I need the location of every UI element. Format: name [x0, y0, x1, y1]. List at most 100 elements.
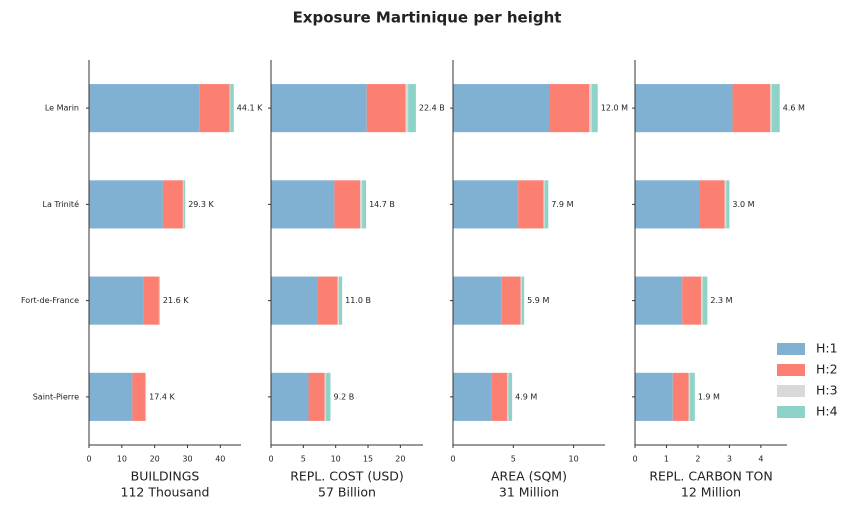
- bar-segment: [453, 276, 502, 325]
- value-label: 4.9 M: [515, 392, 537, 401]
- value-label: 12.0 M: [601, 104, 628, 113]
- legend-label: H:4: [816, 404, 838, 419]
- bar-segment: [360, 180, 363, 229]
- x-tick-label: 4: [758, 455, 763, 464]
- bar-segment: [702, 276, 708, 325]
- bar-segment: [688, 372, 691, 421]
- x-tick-label: 10: [331, 455, 341, 464]
- x-axis-label: REPL. COST (USD): [290, 469, 404, 484]
- x-tick-label: 15: [363, 455, 373, 464]
- bar-segment: [635, 84, 733, 133]
- legend-label: H:1: [816, 341, 838, 356]
- value-label: 1.9 M: [698, 392, 720, 401]
- bar-segment: [308, 372, 325, 421]
- bar-segment: [199, 84, 230, 133]
- bar-segment: [143, 276, 159, 325]
- value-label: 11.0 B: [345, 296, 371, 305]
- bar-segment: [453, 180, 519, 229]
- bar-segment: [544, 180, 549, 229]
- legend-label: H:3: [816, 383, 838, 398]
- x-tick-label: 0: [268, 455, 273, 464]
- bar-segment: [182, 180, 184, 229]
- bar-segment: [635, 180, 700, 229]
- bar-segment: [325, 372, 331, 421]
- bar-segment: [89, 276, 144, 325]
- x-tick-label: 0: [450, 455, 455, 464]
- x-axis-total: 31 Million: [499, 485, 559, 500]
- bar-segment: [732, 84, 771, 133]
- bar-segment: [229, 84, 231, 133]
- bar-segment: [520, 276, 522, 325]
- x-tick-label: 5: [511, 455, 516, 464]
- bar-segment: [162, 180, 183, 229]
- figure-title: Exposure Martinique per height: [293, 9, 562, 27]
- value-label: 7.9 M: [551, 200, 573, 209]
- bar-segment: [89, 180, 163, 229]
- bar-segment: [183, 180, 186, 229]
- bar-segment: [521, 276, 525, 325]
- bar-segment: [501, 276, 521, 325]
- bar-segment: [672, 372, 689, 421]
- bar-segment: [591, 84, 598, 133]
- bar-segment: [334, 180, 361, 229]
- value-label: 9.2 B: [334, 392, 355, 401]
- value-label: 2.3 M: [710, 296, 732, 305]
- x-tick-label: 20: [150, 455, 160, 464]
- legend-swatch: [777, 343, 805, 355]
- x-tick-label: 5: [301, 455, 306, 464]
- bar-segment: [408, 84, 416, 133]
- x-axis-total: 57 Billion: [318, 485, 376, 500]
- x-tick-label: 30: [182, 455, 192, 464]
- value-label: 29.3 K: [188, 200, 214, 209]
- category-label: La Trinité: [43, 199, 80, 209]
- bar-segment: [726, 180, 730, 229]
- bar-segment: [89, 84, 200, 133]
- value-label: 3.0 M: [732, 200, 754, 209]
- bar-segment: [701, 276, 703, 325]
- legend-swatch: [777, 385, 805, 397]
- bar-segment: [724, 180, 727, 229]
- x-tick-label: 10: [569, 455, 579, 464]
- bar-segment: [89, 372, 133, 421]
- x-tick-label: 0: [86, 455, 91, 464]
- category-label: Le Marin: [45, 104, 79, 113]
- category-label: Saint-Pierre: [33, 392, 79, 401]
- bar-segment: [635, 372, 673, 421]
- x-axis-label: AREA (SQM): [491, 469, 567, 484]
- legend-label: H:2: [816, 362, 838, 377]
- bar-segment: [635, 276, 683, 325]
- bar-segment: [543, 180, 545, 229]
- bar-segment: [132, 372, 146, 421]
- value-label: 44.1 K: [237, 104, 263, 113]
- bar-segment: [690, 372, 695, 421]
- legend-swatch: [777, 364, 805, 376]
- bar-segment: [271, 180, 335, 229]
- bar-segment: [271, 276, 318, 325]
- x-tick-label: 40: [215, 455, 225, 464]
- bar-segment: [771, 84, 780, 133]
- x-tick-label: 1: [664, 455, 669, 464]
- value-label: 17.4 K: [149, 392, 175, 401]
- bar-segment: [405, 84, 409, 133]
- value-label: 5.9 M: [527, 296, 549, 305]
- x-tick-label: 10: [117, 455, 127, 464]
- value-label: 14.7 B: [369, 200, 395, 209]
- bar-segment: [518, 180, 544, 229]
- bar-segment: [366, 84, 406, 133]
- bar-segment: [491, 372, 508, 421]
- bar-segment: [549, 84, 590, 133]
- category-label: Fort-de-France: [21, 296, 79, 305]
- bar-segment: [699, 180, 725, 229]
- bar-segment: [145, 372, 147, 421]
- bar-segment: [770, 84, 772, 133]
- x-tick-label: 20: [395, 455, 405, 464]
- bar-segment: [453, 84, 550, 133]
- bar-segment: [453, 372, 492, 421]
- bar-segment: [338, 276, 343, 325]
- bar-segment: [159, 276, 160, 325]
- bar-segment: [337, 276, 339, 325]
- x-axis-label: BUILDINGS: [131, 469, 200, 484]
- bar-segment: [682, 276, 702, 325]
- bar-segment: [271, 372, 309, 421]
